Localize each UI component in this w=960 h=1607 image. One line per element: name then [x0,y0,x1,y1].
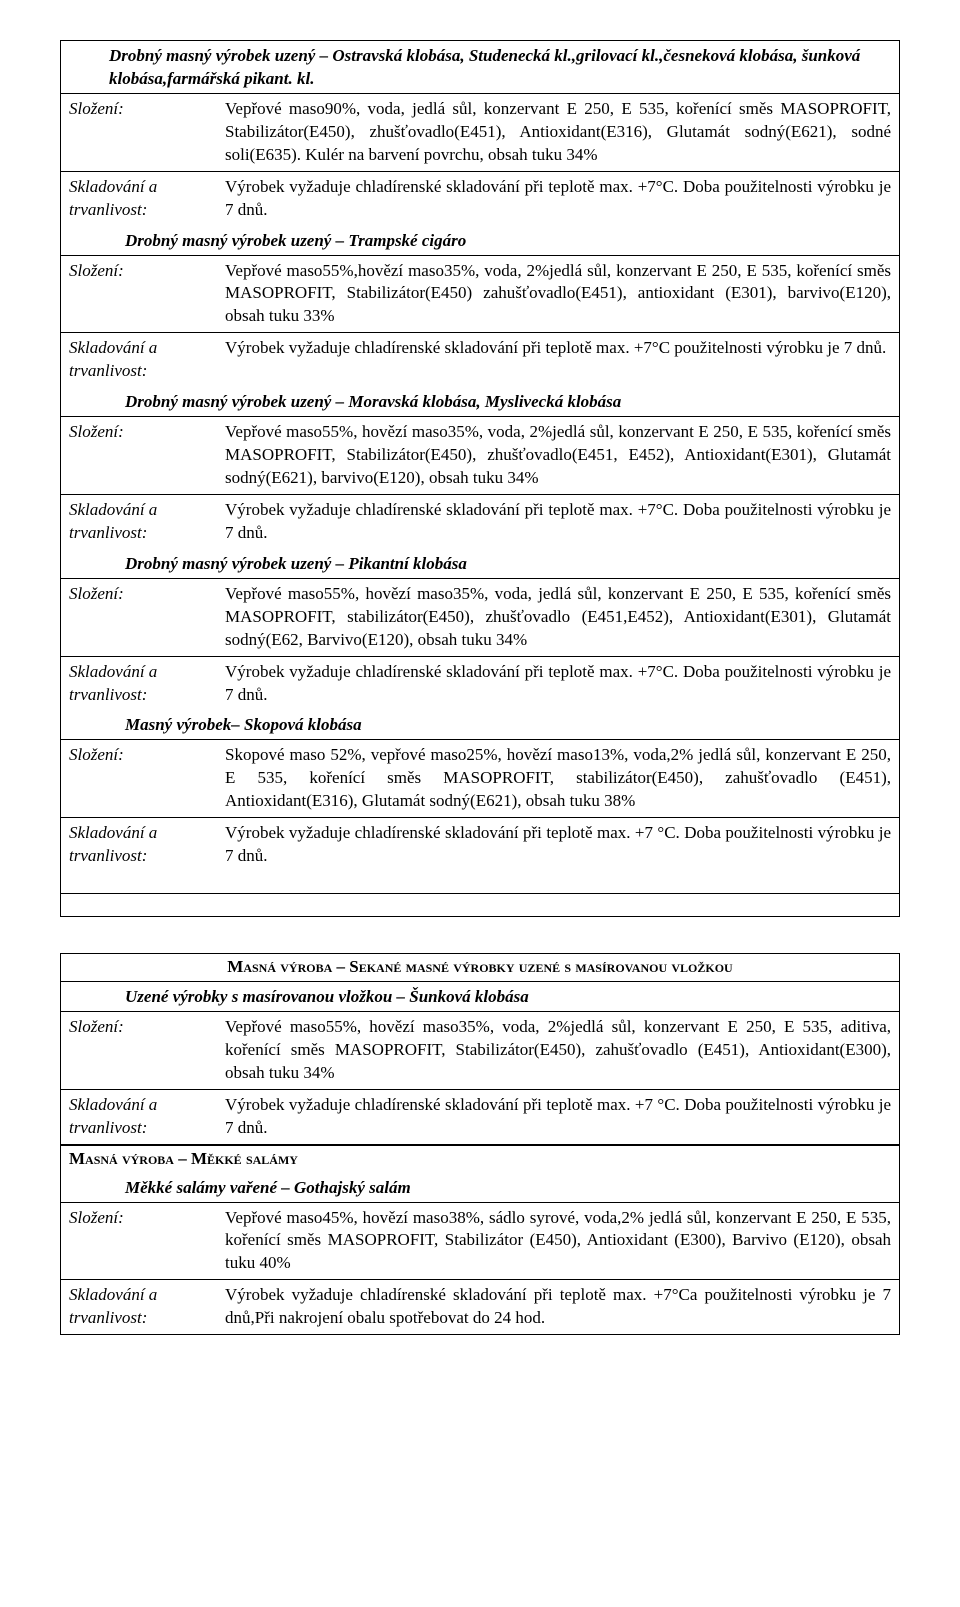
composition-text: Vepřové maso55%,hovězí maso35%, voda, 2%… [221,256,899,333]
product-group-1: Drobný masný výrobek uzený – Ostravská k… [60,40,900,917]
storage-row: Skladování a trvanlivost: Výrobek vyžadu… [61,657,899,711]
composition-text: Vepřové maso55%, hovězí maso35%, voda, 2… [221,417,899,494]
storage-text: Výrobek vyžaduje chladírenské skladování… [221,172,899,226]
storage-text: Výrobek vyžaduje chladírenské skladování… [221,333,899,387]
storage-text: Výrobek vyžaduje chladírenské skladování… [221,1280,899,1334]
product-title: Měkké salámy vařené – Gothajský salám [61,1173,899,1203]
composition-label: Složení: [61,94,221,171]
product-block: Drobný masný výrobek uzený – Trampské ci… [61,226,899,388]
storage-label: Skladování a trvanlivost: [61,495,221,549]
storage-row: Skladování a trvanlivost: Výrobek vyžadu… [61,495,899,549]
spacer [60,917,900,953]
composition-row: Složení: Vepřové maso55%,hovězí maso35%,… [61,256,899,334]
storage-row: Skladování a trvanlivost: Výrobek vyžadu… [61,1090,899,1144]
storage-text: Výrobek vyžaduje chladírenské skladování… [221,657,899,711]
composition-row: Složení: Vepřové maso45%, hovězí maso38%… [61,1203,899,1281]
product-block: Drobný masný výrobek uzený – Pikantní kl… [61,549,899,711]
section-header: Masná výroba – Měkké salámy [61,1145,899,1173]
product-title: Drobný masný výrobek uzený – Moravská kl… [61,387,899,417]
composition-row: Složení: Vepřové maso55%, hovězí maso35%… [61,579,899,657]
composition-text: Vepřové maso55%, hovězí maso35%, voda, j… [221,579,899,656]
storage-row: Skladování a trvanlivost: Výrobek vyžadu… [61,818,899,872]
composition-label: Složení: [61,256,221,333]
product-block: Drobný masný výrobek uzený – Ostravská k… [61,41,899,226]
composition-label: Složení: [61,1203,221,1280]
product-group-3: Masná výroba – Měkké salámy Měkké salámy… [60,1145,900,1336]
product-title: Drobný masný výrobek uzený – Trampské ci… [61,226,899,256]
product-group-2: Masná výroba – Sekané masné výrobky uzen… [60,953,900,1145]
composition-label: Složení: [61,740,221,817]
product-title: Uzené výrobky s masírovanou vložkou – Šu… [61,981,899,1012]
storage-label: Skladování a trvanlivost: [61,1090,221,1144]
storage-label: Skladování a trvanlivost: [61,818,221,872]
storage-label: Skladování a trvanlivost: [61,1280,221,1334]
composition-label: Složení: [61,417,221,494]
product-title: Drobný masný výrobek uzený – Ostravská k… [61,41,899,94]
product-title: Drobný masný výrobek uzený – Pikantní kl… [61,549,899,579]
composition-row: Složení: Vepřové maso55%, hovězí maso35%… [61,1012,899,1090]
storage-text: Výrobek vyžaduje chladírenské skladování… [221,495,899,549]
storage-row: Skladování a trvanlivost: Výrobek vyžadu… [61,1280,899,1334]
product-block: Masný výrobek– Skopová klobása Složení: … [61,710,899,872]
storage-label: Skladování a trvanlivost: [61,333,221,387]
storage-text: Výrobek vyžaduje chladírenské skladování… [221,1090,899,1144]
product-title: Masný výrobek– Skopová klobása [61,710,899,740]
storage-row: Skladování a trvanlivost: Výrobek vyžadu… [61,172,899,226]
composition-text: Vepřové maso55%, hovězí maso35%, voda, 2… [221,1012,899,1089]
storage-label: Skladování a trvanlivost: [61,657,221,711]
composition-text: Vepřové maso45%, hovězí maso38%, sádlo s… [221,1203,899,1280]
storage-row: Skladování a trvanlivost: Výrobek vyžadu… [61,333,899,387]
section-header: Masná výroba – Sekané masné výrobky uzen… [61,954,899,981]
empty-row [61,872,899,894]
composition-text: Vepřové maso90%, voda, jedlá sůl, konzer… [221,94,899,171]
empty-row [61,894,899,916]
composition-row: Složení: Vepřové maso90%, voda, jedlá sů… [61,94,899,172]
product-block: Drobný masný výrobek uzený – Moravská kl… [61,387,899,549]
composition-label: Složení: [61,579,221,656]
storage-label: Skladování a trvanlivost: [61,172,221,226]
storage-text: Výrobek vyžaduje chladírenské skladování… [221,818,899,872]
composition-row: Složení: Vepřové maso55%, hovězí maso35%… [61,417,899,495]
composition-text: Skopové maso 52%, vepřové maso25%, hověz… [221,740,899,817]
composition-label: Složení: [61,1012,221,1089]
composition-row: Složení: Skopové maso 52%, vepřové maso2… [61,740,899,818]
